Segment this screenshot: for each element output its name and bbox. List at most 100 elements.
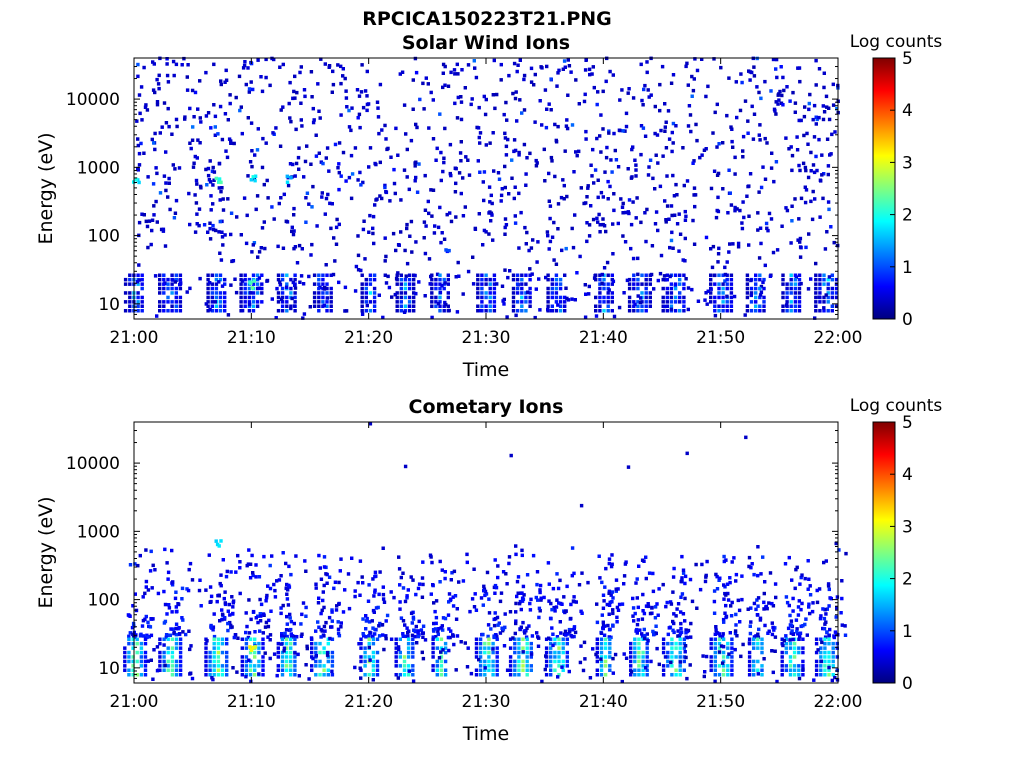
heatmap-cell	[798, 240, 802, 244]
heatmap-cell	[595, 646, 599, 650]
heatmap-cell	[606, 304, 610, 308]
heatmap-cell	[661, 582, 665, 587]
heatmap-cell	[247, 302, 252, 307]
heatmap-cell	[180, 616, 184, 620]
heatmap-cell	[572, 170, 576, 174]
heatmap-cell	[249, 178, 253, 182]
heatmap-cell	[479, 596, 484, 600]
heatmap-cell	[329, 309, 333, 313]
heatmap-cell	[247, 598, 251, 602]
heatmap-cell	[403, 248, 407, 253]
heatmap-cell	[231, 259, 236, 263]
heatmap-cell	[227, 137, 232, 141]
heatmap-cell	[562, 183, 566, 188]
heatmap-cell	[536, 644, 541, 648]
heatmap-cell	[358, 125, 362, 130]
heatmap-cell	[682, 282, 686, 286]
heatmap-cell	[319, 57, 323, 61]
heatmap-cell	[812, 678, 816, 682]
heatmap-cell	[595, 136, 599, 141]
heatmap-cell	[224, 78, 229, 82]
heatmap-cell	[528, 273, 532, 277]
heatmap-cell	[524, 282, 528, 286]
heatmap-cell	[640, 273, 644, 277]
heatmap-cell	[726, 655, 730, 659]
heatmap-cell	[754, 273, 758, 277]
heatmap-cell	[518, 98, 522, 102]
heatmap-cell	[209, 594, 214, 599]
heatmap-cell	[604, 229, 608, 234]
heatmap-cell	[413, 273, 417, 278]
heatmap-cell	[474, 646, 479, 650]
heatmap-cell	[285, 174, 289, 179]
heatmap-cell	[799, 575, 803, 580]
heatmap-cell	[260, 165, 265, 170]
heatmap-cell	[221, 197, 225, 201]
heatmap-cell	[322, 605, 326, 610]
heatmap-cell	[178, 273, 183, 277]
heatmap-cell	[594, 652, 598, 657]
heatmap-cell	[223, 590, 227, 594]
heatmap-cell	[165, 73, 170, 78]
heatmap-cell	[767, 601, 771, 605]
heatmap-cell	[321, 277, 325, 282]
heatmap-cell	[483, 659, 487, 664]
heatmap-cell	[822, 110, 827, 114]
heatmap-cell	[218, 619, 222, 623]
heatmap-cell	[264, 595, 269, 600]
heatmap-cell	[280, 673, 285, 677]
heatmap-cell	[748, 78, 752, 82]
heatmap-cell	[361, 180, 365, 185]
heatmap-cell	[568, 630, 572, 634]
heatmap-cell	[128, 282, 132, 286]
heatmap-cell	[310, 242, 314, 247]
heatmap-cell	[289, 635, 294, 639]
heatmap-cell	[240, 655, 244, 659]
heatmap-cell	[495, 650, 499, 655]
heatmap-cell	[762, 657, 766, 661]
heatmap-cell	[557, 650, 561, 655]
heatmap-cell	[440, 284, 444, 288]
heatmap-cell	[826, 286, 830, 291]
heatmap-cell	[212, 655, 216, 659]
heatmap-cell	[598, 282, 602, 286]
heatmap-cell	[585, 195, 589, 199]
heatmap-cell	[398, 637, 402, 641]
heatmap-cell	[407, 273, 412, 277]
heatmap-cell	[174, 610, 179, 614]
heatmap-cell	[491, 664, 495, 668]
heatmap-cell	[637, 641, 641, 646]
heatmap-cell	[496, 575, 500, 580]
heatmap-cell	[533, 315, 537, 320]
heatmap-cell	[174, 626, 178, 631]
heatmap-cell	[665, 600, 669, 605]
heatmap-cell	[165, 57, 169, 61]
heatmap-cell	[694, 562, 698, 567]
heatmap-cell	[311, 184, 315, 189]
heatmap-cell	[675, 222, 680, 226]
heatmap-cell	[756, 637, 760, 641]
heatmap-cell	[727, 250, 731, 254]
heatmap-cell	[223, 282, 227, 286]
heatmap-cell	[257, 672, 261, 676]
heatmap-cell	[384, 137, 388, 141]
heatmap-cell	[206, 300, 210, 304]
heatmap-cell	[431, 98, 435, 102]
heatmap-cell	[547, 171, 551, 176]
heatmap-cell	[564, 633, 568, 637]
heatmap-cell	[679, 621, 683, 626]
heatmap-cell	[291, 96, 295, 101]
heatmap-cell	[488, 286, 492, 291]
heatmap-cell	[539, 598, 543, 602]
heatmap-cell	[413, 164, 417, 168]
heatmap-cell	[265, 178, 269, 183]
heatmap-cell	[183, 117, 187, 121]
heatmap-cell	[557, 601, 561, 605]
heatmap-cell	[218, 291, 223, 295]
heatmap-cell	[717, 637, 722, 641]
heatmap-cell	[788, 664, 793, 668]
heatmap-cell	[174, 273, 178, 277]
heatmap-cell	[401, 634, 405, 638]
heatmap-cell	[280, 300, 285, 304]
heatmap-cell	[372, 286, 377, 291]
